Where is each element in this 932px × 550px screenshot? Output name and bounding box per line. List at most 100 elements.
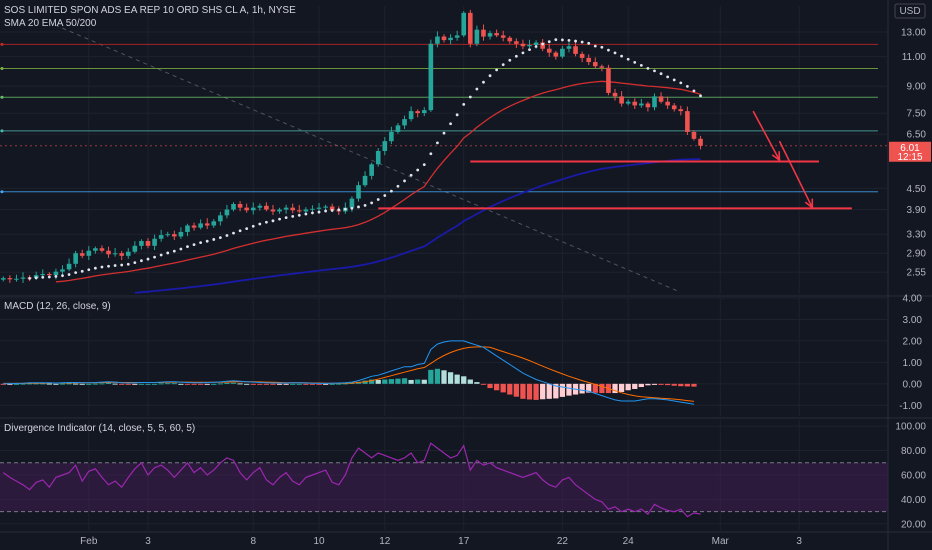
sma20-dot <box>126 262 130 266</box>
candle-body <box>231 203 236 210</box>
currency-box[interactable] <box>894 3 926 19</box>
candlesticks <box>0 9 703 283</box>
sma20-dot <box>304 212 308 216</box>
candle-body <box>652 96 657 108</box>
macd-histogram-bar <box>599 383 605 394</box>
candle-body <box>369 164 374 176</box>
rsi-line <box>2 442 701 518</box>
time-axis[interactable]: Feb 3 8 10 12 17 22 24 Mar 3 <box>80 536 802 547</box>
candle-body <box>185 225 190 232</box>
candle-body <box>224 209 230 216</box>
sma20-dot <box>357 205 360 209</box>
candle-body <box>329 206 335 211</box>
candle-body <box>520 43 526 47</box>
candle-body <box>382 141 388 152</box>
macd-histogram-bar <box>290 383 296 385</box>
macd-lines <box>3 340 695 405</box>
trendline-dashed[interactable] <box>54 24 681 293</box>
macd-grid <box>0 297 888 416</box>
candle-body <box>678 109 684 112</box>
macd-histogram-bar <box>487 383 493 389</box>
macd-axis[interactable]: 4.00 3.00 2.00 1.00 0.00 -1.00 <box>899 294 922 412</box>
macd-histogram-bar <box>105 382 112 384</box>
price-axis[interactable]: 13.00 11.00 9.00 7.50 6.50 4.50 3.90 3.30 2.90 2.… <box>901 27 926 278</box>
sma20-dot <box>265 220 268 224</box>
price-tick-label: 2.90 <box>907 249 927 260</box>
level-marker <box>0 66 4 70</box>
candle-body <box>540 42 545 49</box>
macd-histogram-bar <box>79 383 85 385</box>
sma20-dot <box>271 219 275 223</box>
sma20-dot <box>567 39 571 42</box>
candle-body <box>606 67 611 93</box>
macd-histogram-bar <box>20 383 26 385</box>
macd-histogram-bar <box>237 383 243 385</box>
candle-body <box>211 221 217 226</box>
macd-histogram-bar <box>184 383 191 385</box>
macd-histogram-bar <box>632 383 638 389</box>
sma20-dot <box>324 209 327 213</box>
macd-histogram-bar <box>388 379 395 384</box>
forecast-arrows[interactable] <box>752 110 814 210</box>
sma20-dot <box>120 263 124 267</box>
candle-body <box>53 271 59 276</box>
support-lines[interactable] <box>378 160 852 210</box>
macd-histogram-bar <box>678 383 684 387</box>
price-tag-value: 6.01 <box>900 143 920 154</box>
candle-body <box>119 253 124 256</box>
candle-body <box>435 36 440 44</box>
sma20-dot <box>28 276 31 280</box>
macd-histogram-bar <box>362 380 368 384</box>
candle-body <box>395 125 401 132</box>
macd-tick-label: 2.00 <box>903 336 923 347</box>
rsi-tick-label: 60.00 <box>901 471 926 482</box>
sma20-dot <box>607 48 610 52</box>
candle-body <box>487 33 493 37</box>
sma20-dot <box>488 74 492 78</box>
forecast-arrowhead <box>804 198 814 210</box>
macd-histogram-bar <box>553 383 559 399</box>
time-tick-label: 24 <box>623 536 635 547</box>
sma20-dot <box>297 213 301 217</box>
macd-tick-label: 4.00 <box>903 294 923 305</box>
candle-body <box>428 43 434 111</box>
candle-body <box>14 278 19 280</box>
macd-histogram-bar <box>217 383 223 385</box>
candle-body <box>47 273 52 276</box>
candle-body <box>139 241 144 246</box>
rsi-path <box>2 442 701 518</box>
candle-body <box>402 119 407 126</box>
sma20-dot <box>541 42 545 46</box>
candle-body <box>112 253 118 255</box>
macd-histogram-bar <box>309 383 316 385</box>
macd-histogram-bar <box>408 379 414 384</box>
forecast-arrow[interactable] <box>778 140 814 209</box>
macd-histogram-bar <box>270 383 276 385</box>
macd-line <box>3 340 695 405</box>
macd-histogram-bar <box>99 383 105 385</box>
macd-title: MACD (12, 26, close, 9) <box>4 301 111 312</box>
candle-body <box>264 205 269 210</box>
overlay-label: SMA 20 EMA 50/200 <box>4 18 97 29</box>
candle-body <box>533 42 539 45</box>
macd-histogram-bar <box>46 383 52 385</box>
rsi-axis[interactable]: 100.00 80.00 60.00 40.00 20.00 <box>895 422 926 531</box>
candle-body <box>691 131 697 139</box>
sma20-dot <box>449 122 452 126</box>
macd-histogram-bar <box>369 379 375 384</box>
sma20-dot <box>166 251 170 255</box>
macd-histogram-bar <box>263 383 270 385</box>
sma20-dot <box>679 81 683 85</box>
sma20-dot <box>363 203 367 207</box>
candle-body <box>60 269 65 272</box>
candle-body <box>93 248 98 251</box>
candle-body <box>73 253 78 264</box>
forecast-arrow[interactable] <box>752 110 781 161</box>
macd-histogram-bar <box>625 383 631 391</box>
candle-body <box>375 151 381 165</box>
sma20-dot <box>54 274 58 278</box>
macd-histogram-bar <box>612 383 618 394</box>
sma20-dot <box>442 131 446 135</box>
macd-histogram-bar <box>250 383 256 385</box>
